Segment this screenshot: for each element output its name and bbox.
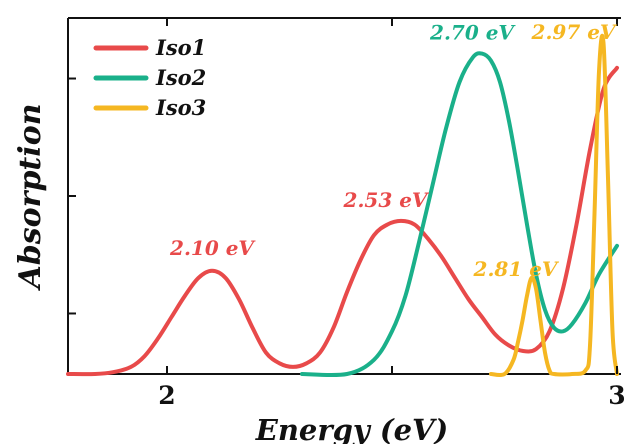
peak-label-2: 2.70 eV [429, 21, 516, 45]
peak-label-0: 2.10 eV [169, 236, 256, 260]
x-tick-label-0: 2 [158, 381, 175, 410]
series-line-iso1 [66, 65, 619, 377]
peak-label-3: 2.81 eV [473, 257, 560, 281]
peak-label-4: 2.97 eV [531, 20, 618, 44]
annotation-layer: 2.10 eV 2.53 eV 2.70 eV 2.81 eV 2.97 eV [169, 20, 618, 281]
series-layer [66, 34, 619, 378]
y-axis-title: Absorption [13, 103, 48, 291]
legend-label-iso1: Iso1 [155, 35, 206, 60]
x-tick-label-2: 3 [608, 381, 625, 410]
legend-label-iso3: Iso3 [155, 95, 206, 120]
x-axis-title: Energy (eV) [255, 413, 449, 444]
peak-label-1: 2.53 eV [343, 188, 430, 212]
series-line-iso2 [300, 51, 619, 378]
legend: Iso1 Iso2 Iso3 [93, 35, 206, 120]
series-line-iso3 [489, 34, 619, 378]
legend-label-iso2: Iso2 [155, 65, 206, 90]
